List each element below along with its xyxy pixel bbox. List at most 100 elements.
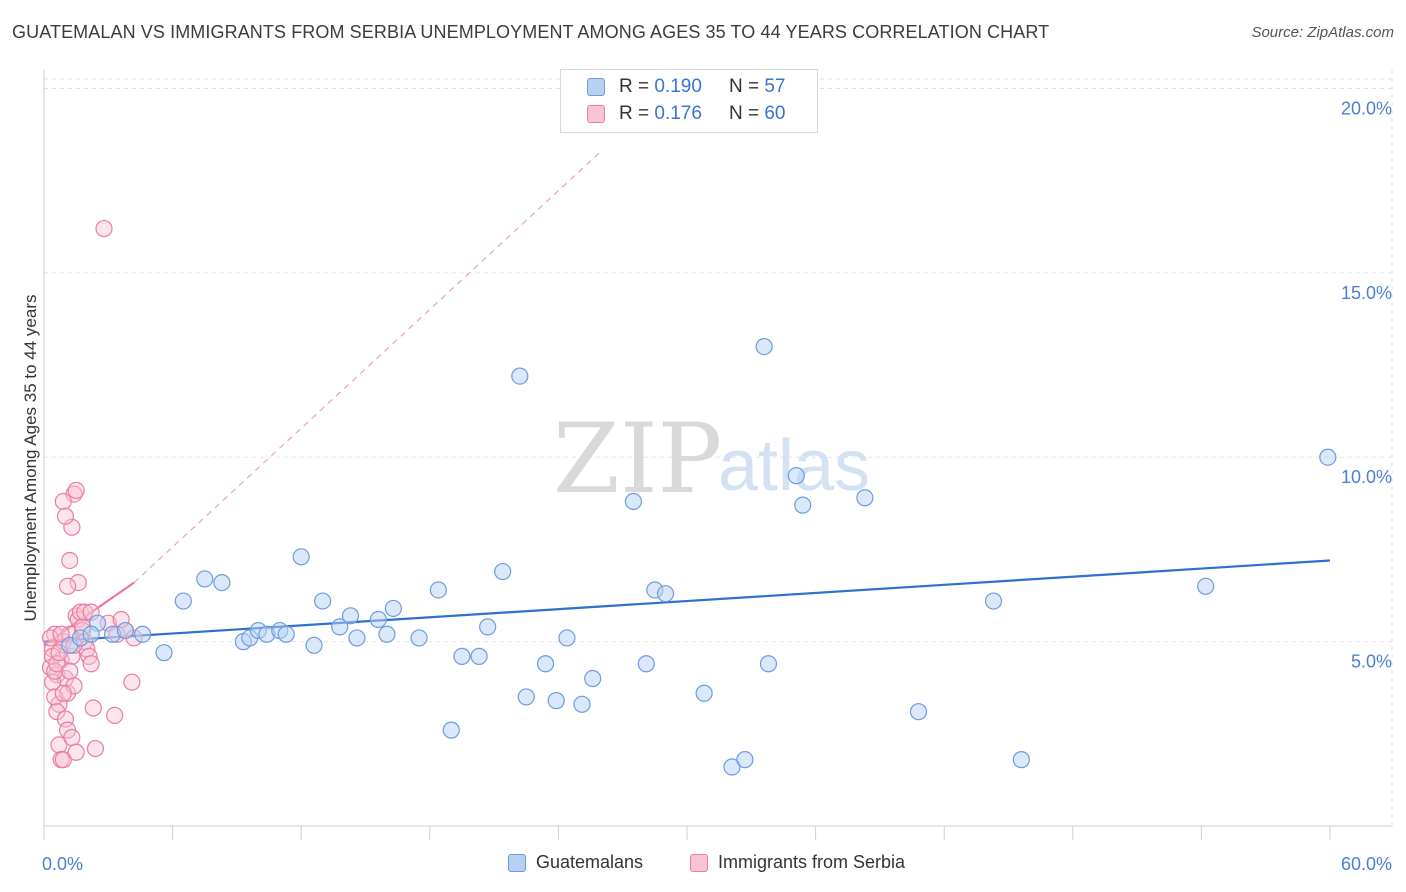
grid-lines (44, 70, 1393, 826)
guatemalan-point (378, 625, 396, 643)
guatemalan-point (759, 655, 778, 673)
serbia-point (86, 739, 105, 758)
serbia-point (54, 751, 72, 769)
guatemalan-point (331, 618, 349, 636)
blue-swatch (508, 853, 526, 872)
serbia-points (41, 219, 143, 769)
guatemalan-point (384, 599, 402, 618)
watermark-atlas: atlas (718, 426, 870, 506)
guatemalan-point (213, 574, 231, 592)
axes (43, 70, 1392, 840)
serbia-point (82, 655, 100, 673)
legend-label-serbia: Immigrants from Serbia (718, 852, 906, 872)
serbia-point (58, 577, 77, 595)
guatemalan-point (1197, 577, 1215, 595)
x-tick-label: 0.0% (42, 854, 83, 874)
guatemalan-point (558, 629, 576, 647)
serbia-point (106, 706, 124, 724)
guatemalan-point (453, 647, 471, 665)
guatemalan-point (573, 695, 591, 713)
serbia-point (61, 662, 79, 680)
serbia-point (56, 507, 75, 525)
legend-n-label: N = (728, 76, 760, 97)
serbia-point (123, 673, 141, 691)
y-tick-labels: 5.0% 10.0% 15.0% 20.0% (1341, 98, 1392, 671)
guatemalan-point (292, 548, 310, 566)
guatemalan-points (61, 337, 1337, 776)
watermark: ZIP atlas (553, 403, 870, 515)
legend-item-serbia: Immigrants from Serbia (690, 852, 905, 873)
legend-row-guatemalans: R = 0.190 N = 57 (587, 75, 785, 99)
guatemalan-point (196, 570, 214, 588)
serbia-point (43, 673, 62, 691)
guatemalan-point (624, 492, 643, 511)
pink-swatch (587, 105, 605, 123)
serbia-point (69, 574, 87, 592)
guatemalan-point (794, 496, 812, 514)
chart-title: GUATEMALAN VS IMMIGRANTS FROM SERBIA UNE… (12, 22, 1050, 42)
serbia-point (76, 603, 94, 621)
y-tick-label: 10.0% (1341, 467, 1392, 487)
serbia-point (48, 655, 66, 673)
legend-n-label: N = (728, 103, 760, 124)
guatemalan-point (1319, 448, 1337, 466)
guatemalan-trend-line (43, 559, 1331, 643)
guatemalan-point (787, 467, 805, 485)
guatemalan-point (984, 592, 1003, 610)
guatemalan-point (695, 684, 713, 702)
guatemalan-point (174, 592, 192, 610)
correlation-legend: R = 0.190 N = 57 R = 0.176 N = 60 (560, 69, 818, 133)
guatemalan-point (314, 592, 332, 610)
guatemalan-point (479, 618, 497, 636)
guatemalan-point (547, 692, 565, 710)
legend-row-serbia: R = 0.176 N = 60 (587, 102, 785, 126)
serbia-point (54, 492, 72, 511)
guatemalan-point (517, 688, 535, 706)
legend-n-value: 57 (764, 76, 786, 97)
guatemalan-point (909, 703, 928, 721)
guatemalan-point (584, 669, 602, 688)
legend-label-guatemalans: Guatemalans (536, 852, 644, 872)
guatemalan-point (348, 629, 366, 647)
guatemalan-point (82, 625, 100, 643)
guatemalan-point (341, 607, 360, 625)
serbia-point (54, 684, 72, 702)
guatemalan-point (429, 581, 447, 599)
blue-swatch (587, 78, 605, 96)
guatemalan-point (133, 625, 152, 643)
guatemalan-point (536, 655, 555, 673)
legend-r-value: 0.176 (654, 103, 702, 124)
y-tick-label: 20.0% (1341, 98, 1392, 118)
serbia-point (95, 219, 113, 238)
x-tick-labels: 0.0% 60.0% (42, 854, 1392, 874)
pink-swatch (690, 853, 708, 872)
guatemalan-point (755, 337, 773, 356)
y-tick-label: 15.0% (1341, 283, 1392, 303)
legend-r-value: 0.190 (654, 76, 702, 97)
guatemalan-point (723, 758, 741, 776)
guatemalan-point (494, 562, 512, 581)
serbia-trend-extension (133, 150, 602, 584)
serbia-point (46, 688, 64, 706)
guatemalan-point (736, 751, 754, 769)
guatemalan-point (1012, 751, 1030, 769)
serbia-point (61, 551, 79, 570)
legend-n-value: 60 (764, 103, 786, 124)
guatemalan-point (856, 489, 874, 507)
guatemalan-point (511, 367, 529, 385)
trend-lines (43, 150, 1331, 647)
guatemalan-point (116, 621, 135, 640)
y-axis-label: Unemployment Among Ages 35 to 44 years (21, 295, 40, 622)
guatemalan-point (656, 585, 675, 603)
y-tick-label: 5.0% (1351, 652, 1392, 672)
serbia-point (63, 728, 81, 747)
guatemalan-point (442, 721, 460, 739)
legend-item-guatemalans: Guatemalans (508, 852, 643, 873)
guatemalan-point (470, 647, 488, 665)
serbia-point (41, 629, 60, 647)
guatemalan-point (410, 629, 428, 647)
serbia-point (67, 743, 85, 761)
legend-r-label: R = (619, 76, 650, 97)
guatemalan-point (305, 636, 323, 654)
